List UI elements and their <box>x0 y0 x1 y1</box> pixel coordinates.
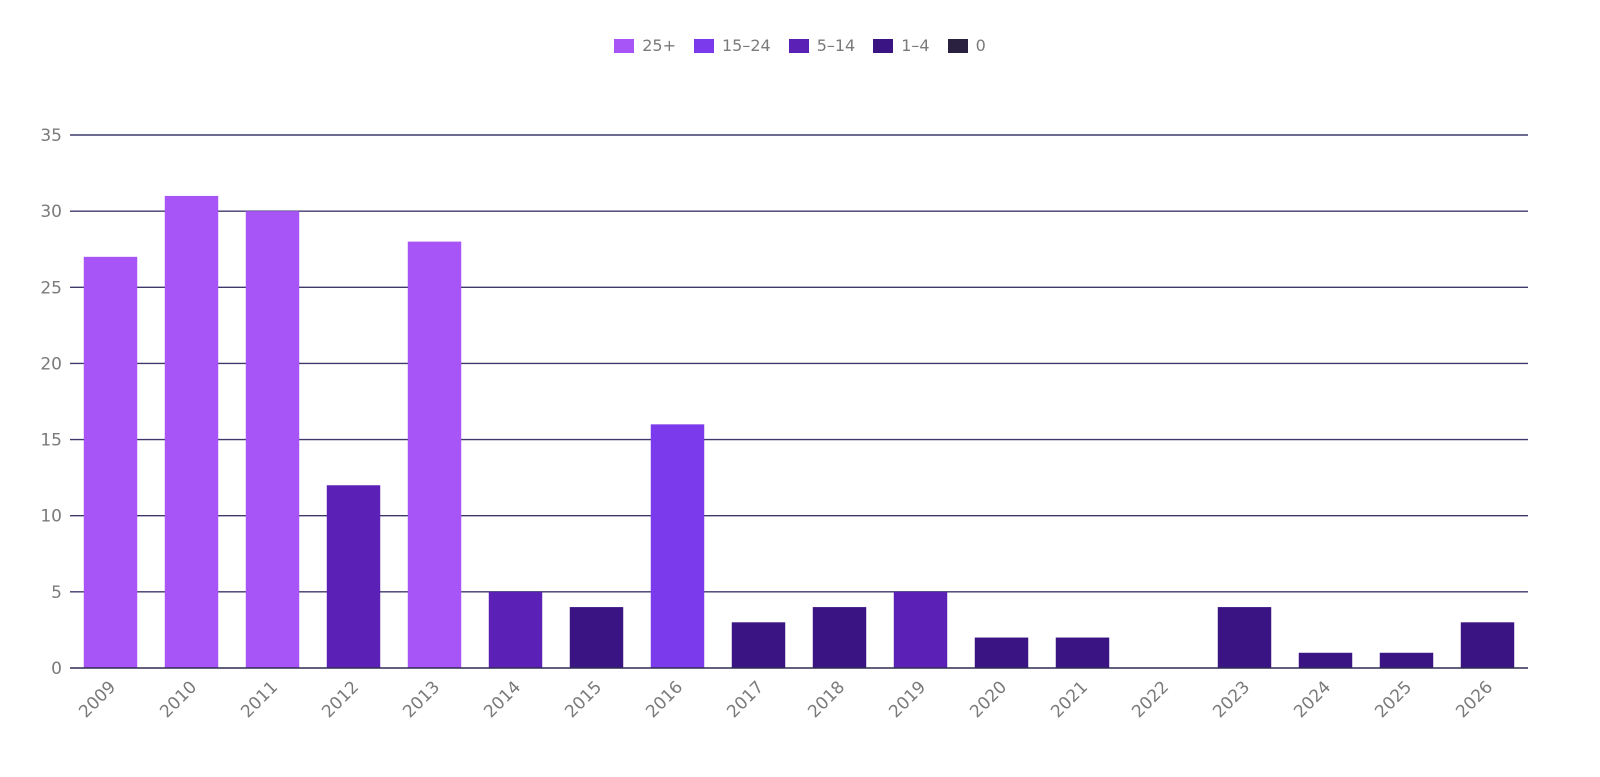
x-tick-label: 2021 <box>1047 677 1092 722</box>
legend-swatch <box>788 38 809 53</box>
y-tick-label: 15 <box>40 431 62 451</box>
bar[interactable] <box>1217 607 1272 668</box>
bar[interactable] <box>326 485 381 668</box>
x-tick-label: 2019 <box>885 677 930 722</box>
x-tick-label: 2014 <box>480 677 525 722</box>
x-tick-label: 2026 <box>1452 677 1497 722</box>
bar[interactable] <box>731 622 786 668</box>
bar[interactable] <box>245 211 300 668</box>
legend-label: 1–4 <box>901 36 930 55</box>
legend-item-0[interactable]: 0 <box>947 36 986 55</box>
x-tick-label: 2016 <box>642 677 687 722</box>
legend-swatch <box>947 38 968 53</box>
x-tick-label: 2020 <box>966 677 1011 722</box>
y-tick-label: 35 <box>40 126 62 146</box>
bar[interactable] <box>812 607 867 668</box>
x-tick-label: 2013 <box>399 677 444 722</box>
bar[interactable] <box>1460 622 1515 668</box>
x-tick-label: 2015 <box>561 677 606 722</box>
x-tick-label: 2012 <box>318 677 363 722</box>
legend-item-15-24[interactable]: 15–24 <box>693 36 771 55</box>
legend-swatch <box>693 38 714 53</box>
bar[interactable] <box>893 591 948 668</box>
y-tick-label: 30 <box>40 202 62 222</box>
bar[interactable] <box>974 637 1029 668</box>
bar[interactable] <box>164 195 219 668</box>
legend-item-1-4[interactable]: 1–4 <box>873 36 930 55</box>
legend: 25+ 15–24 5–14 1–4 0 <box>0 36 1600 55</box>
legend-item-5-14[interactable]: 5–14 <box>788 36 856 55</box>
bar[interactable] <box>569 607 624 668</box>
bar[interactable] <box>488 591 543 668</box>
x-tick-label: 2023 <box>1209 677 1254 722</box>
x-tick-label: 2024 <box>1290 677 1335 722</box>
x-tick-label: 2009 <box>75 677 120 722</box>
legend-item-25-plus[interactable]: 25+ <box>614 36 676 55</box>
legend-label: 25+ <box>642 36 676 55</box>
bar[interactable] <box>1055 637 1110 668</box>
x-tick-label: 2022 <box>1128 677 1173 722</box>
legend-swatch <box>873 38 894 53</box>
x-tick-label: 2017 <box>723 677 768 722</box>
x-tick-label: 2018 <box>804 677 849 722</box>
y-tick-label: 20 <box>40 354 62 374</box>
y-tick-label: 0 <box>51 659 62 679</box>
x-tick-label: 2011 <box>237 677 282 722</box>
y-tick-label: 25 <box>40 278 62 298</box>
y-tick-label: 5 <box>51 583 62 603</box>
legend-label: 15–24 <box>721 36 771 55</box>
legend-label: 0 <box>975 36 986 55</box>
y-tick-label: 10 <box>40 507 62 527</box>
bar[interactable] <box>1379 652 1434 668</box>
legend-swatch <box>614 38 635 53</box>
bar[interactable] <box>650 424 705 668</box>
x-tick-label: 2010 <box>156 677 201 722</box>
legend-label: 5–14 <box>816 36 856 55</box>
bar[interactable] <box>1298 652 1353 668</box>
bar[interactable] <box>407 241 462 668</box>
x-tick-label: 2025 <box>1371 677 1416 722</box>
bar[interactable] <box>83 256 138 668</box>
